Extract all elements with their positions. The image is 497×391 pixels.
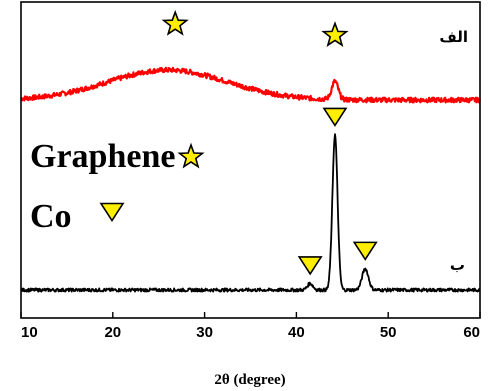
legend: Graphene Co xyxy=(30,138,205,235)
graphene-star-icon xyxy=(321,21,349,47)
x-tick-label: 20 xyxy=(104,324,121,341)
graphene-star-icon xyxy=(161,9,189,36)
x-tick-label: 10 xyxy=(21,324,38,341)
x-tick-label: 40 xyxy=(288,324,305,341)
series-line-red xyxy=(20,66,481,104)
co-triangle-icon xyxy=(322,107,348,127)
series-line-black xyxy=(20,133,481,293)
plot-markers xyxy=(161,9,378,276)
plot-traces xyxy=(20,66,481,293)
legend-label-co: Co xyxy=(30,198,72,235)
x-axis-label: 2θ (degree) xyxy=(214,372,285,388)
legend-star-icon xyxy=(177,142,205,169)
x-axis-ticks: 10 20 30 40 50 60 xyxy=(20,312,481,341)
legend-label-graphene: Graphene xyxy=(30,138,175,175)
co-triangle-icon xyxy=(297,256,323,276)
plot-frame xyxy=(20,1,481,319)
x-tick-label: 50 xyxy=(380,324,397,341)
x-tick-label: 30 xyxy=(196,324,213,341)
co-triangle-icon xyxy=(352,241,378,261)
legend-triangle-icon xyxy=(99,202,125,222)
trace-label-bottom: ب xyxy=(450,256,465,274)
trace-label-top: الف xyxy=(439,28,468,46)
x-tick-label: 60 xyxy=(463,324,480,341)
